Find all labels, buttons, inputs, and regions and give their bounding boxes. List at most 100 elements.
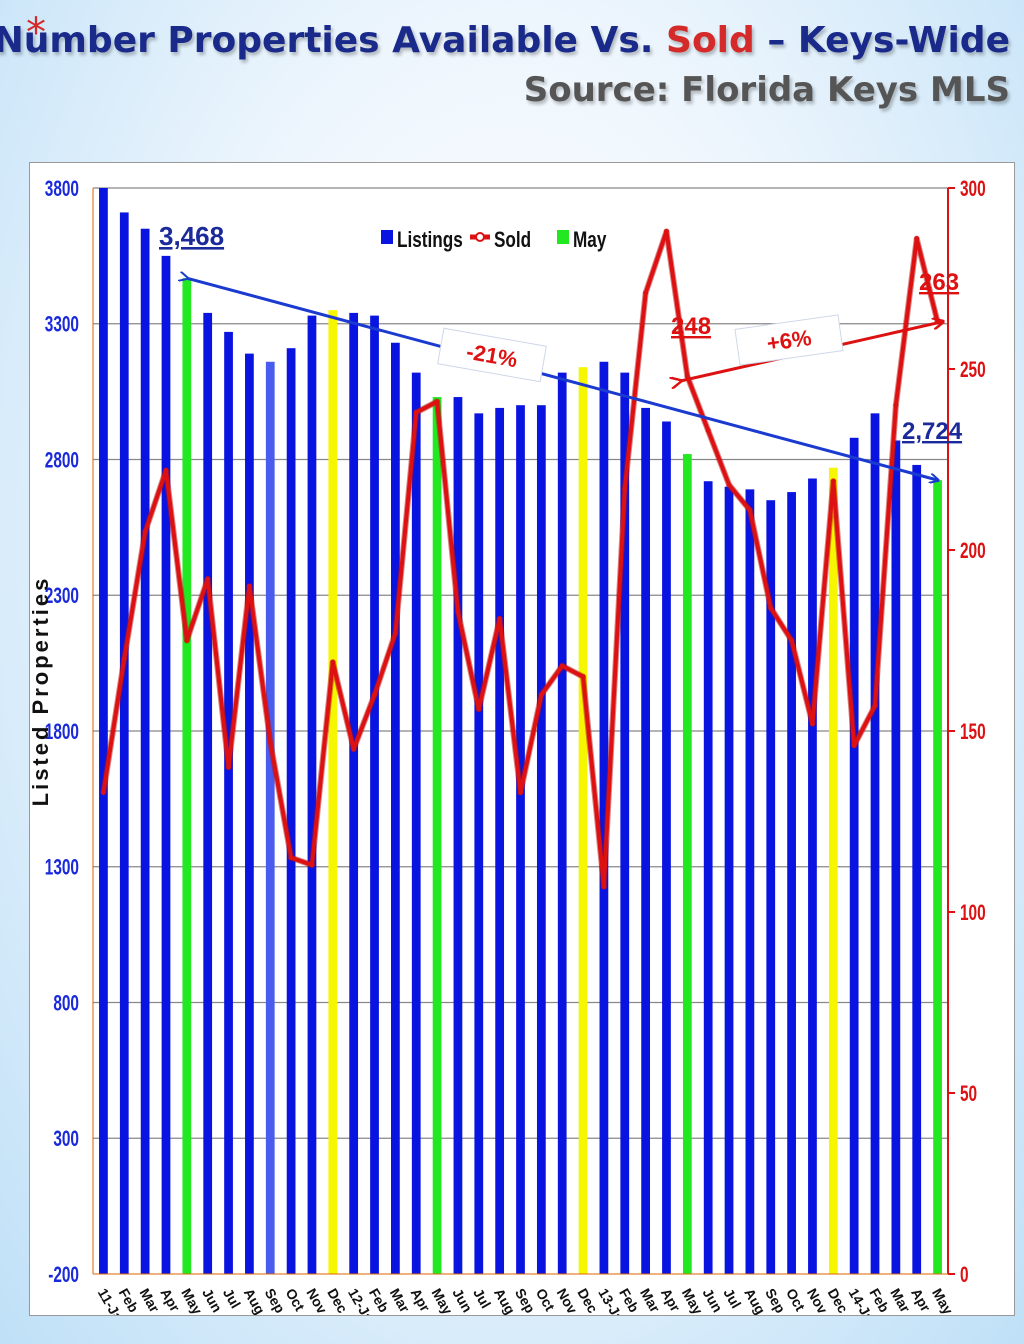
sold-point: [455, 609, 461, 615]
y-axis-tick-label: 1800: [45, 720, 79, 744]
listings-bar: [516, 405, 525, 1274]
sold-point: [392, 630, 398, 636]
annotation-minus-21-box: [437, 327, 547, 383]
y2-axis-tick-label: 0: [960, 1263, 969, 1287]
x-axis-category-label: May: [679, 1286, 707, 1316]
sold-point: [163, 467, 169, 473]
sold-point: [246, 583, 252, 589]
sold-point: [643, 290, 649, 296]
annotation-plus-6-label: +6%: [765, 325, 813, 356]
x-axis-category-label: Apr: [658, 1286, 684, 1315]
x-axis-category-label: May: [929, 1286, 957, 1316]
sold-point: [872, 703, 878, 709]
y-axis-title: Listed Properties: [30, 576, 53, 807]
asterisk-bullet: *: [26, 10, 46, 56]
x-axis-category-label: Mar: [637, 1286, 664, 1316]
title-part-3: – Keys-Wide: [754, 20, 1010, 61]
y-axis-tick-label: 3800: [45, 177, 79, 201]
annotation-263: 263: [919, 269, 959, 296]
y2-axis-tick-label: 100: [960, 901, 986, 925]
listings-bar: [578, 367, 588, 1274]
y-axis-tick-label: 300: [53, 1128, 79, 1152]
x-axis-category-label: Nov: [804, 1286, 831, 1316]
listings-bar: [808, 478, 817, 1274]
x-axis-category-label: Apr: [157, 1286, 183, 1315]
listings-bar: [411, 372, 421, 1274]
listings-bar: [286, 348, 296, 1274]
sold-point: [434, 399, 440, 405]
listings-bar: [891, 440, 901, 1274]
listings-bar: [140, 228, 150, 1275]
listings-bar: [787, 492, 796, 1275]
x-axis-category-label: Aug: [741, 1286, 768, 1316]
x-axis-category-label: May: [178, 1286, 206, 1316]
y2-axis-tick-label: 250: [960, 358, 986, 382]
listings-bar: [390, 342, 400, 1274]
sold-point: [663, 228, 669, 234]
x-axis-category-label: Apr: [908, 1286, 934, 1315]
y2-axis-tick-label: 50: [960, 1082, 977, 1106]
annotation-2724: 2,724: [902, 418, 963, 445]
listings-bar: [495, 407, 505, 1274]
annotation-plus-6-box: [734, 314, 844, 366]
title-sold-word: Sold: [666, 20, 755, 61]
x-axis-category-label: Dec: [324, 1286, 351, 1316]
x-axis-category-label: Oct: [533, 1286, 559, 1315]
x-axis-category-label: Mar: [387, 1286, 414, 1316]
listings-bar: [682, 454, 692, 1274]
listings-bar: [599, 361, 609, 1274]
legend-label-sold: Sold: [494, 228, 531, 253]
sold-point: [288, 855, 294, 861]
x-axis-category-label: Aug: [241, 1286, 268, 1316]
listings-bar: [119, 212, 129, 1274]
sold-point: [476, 706, 482, 712]
y2-axis-tick-label: 300: [960, 177, 986, 201]
listings-bar: [745, 489, 755, 1274]
sold-point: [830, 478, 836, 484]
x-axis-category-label: May: [428, 1286, 456, 1316]
listings-decline-arrow: [187, 278, 938, 480]
sold-point: [205, 576, 211, 582]
sold-point: [309, 862, 315, 868]
sold-point: [768, 605, 774, 611]
sold-point: [330, 659, 336, 665]
y-axis-tick-label: 2800: [45, 449, 79, 473]
legend-swatch-may: [557, 230, 569, 244]
sold-point: [142, 529, 148, 535]
sold-point: [100, 790, 106, 796]
sold-point: [851, 742, 857, 748]
sold-point: [705, 428, 711, 434]
sold-point: [726, 482, 732, 488]
listings-bar: [370, 315, 379, 1274]
x-axis-category-label: Apr: [408, 1286, 434, 1315]
x-axis-category-label: Nov: [554, 1286, 581, 1316]
listings-bar: [641, 407, 651, 1274]
sold-point: [580, 674, 586, 680]
listings-bar: [224, 331, 233, 1274]
listings-bar: [536, 405, 546, 1274]
legend-label-listings: Listings: [397, 228, 463, 253]
x-axis-category-label: Oct: [283, 1286, 309, 1315]
sold-point: [893, 402, 899, 408]
listings-bar: [432, 397, 442, 1274]
listings-bar: [662, 421, 671, 1274]
sold-point: [518, 790, 523, 796]
sold-point: [809, 721, 815, 727]
annotation-minus-21-group: -21%: [437, 327, 547, 383]
listings-bar: [99, 188, 108, 1274]
listings-bar: [766, 500, 776, 1275]
listings-bar: [933, 480, 942, 1274]
listings-bar: [453, 397, 463, 1274]
x-axis-category-label: Aug: [491, 1286, 518, 1316]
listings-bar: [349, 312, 359, 1274]
listings-bar: [724, 486, 734, 1274]
y-axis-tick-label: 1300: [45, 856, 79, 880]
sold-point: [372, 692, 378, 698]
listings-bar: [870, 413, 880, 1275]
title-part-1: Number Properties Available: [0, 20, 578, 61]
sold-point: [184, 638, 190, 643]
slide-header: * Number Properties Available Vs. Sold –…: [0, 0, 1024, 150]
sold-point: [538, 692, 544, 698]
listings-bar: [474, 413, 484, 1275]
legend-marker-sold: [475, 232, 485, 242]
